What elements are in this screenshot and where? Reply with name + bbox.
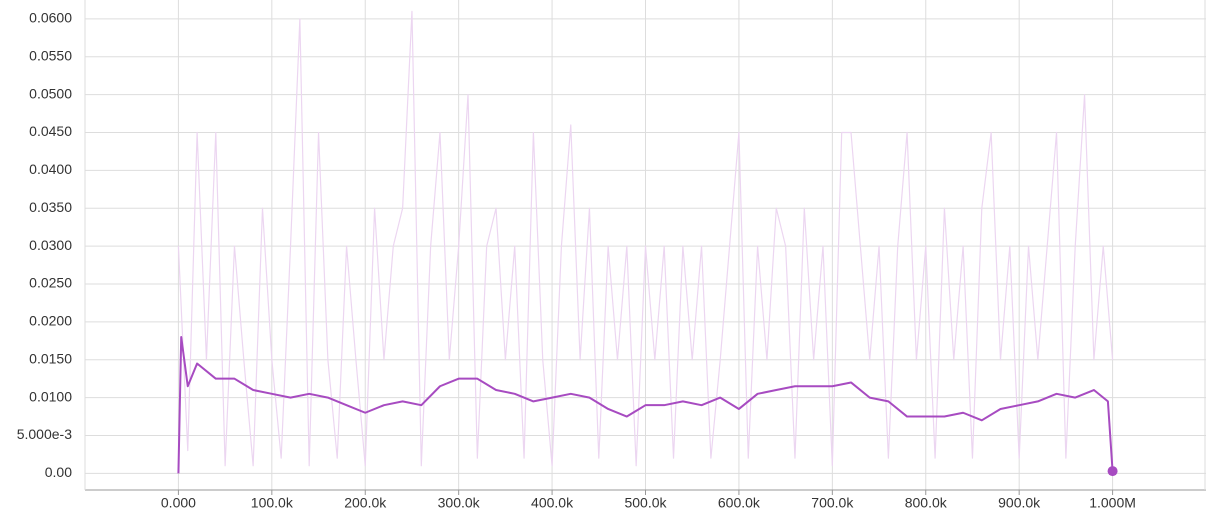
y-tick-label: 0.0300 <box>29 237 72 253</box>
x-tick-label: 900.0k <box>998 495 1041 511</box>
x-tick-label: 1.000M <box>1089 495 1136 511</box>
y-tick-label: 0.0150 <box>29 350 72 366</box>
y-tick-label: 0.0600 <box>29 10 72 26</box>
x-tick-label: 800.0k <box>905 495 948 511</box>
x-tick-label: 300.0k <box>438 495 481 511</box>
y-tick-label: 0.0100 <box>29 388 72 404</box>
x-tick-label: 100.0k <box>251 495 294 511</box>
y-tick-label: 0.0500 <box>29 85 72 101</box>
last-point <box>1107 466 1118 477</box>
y-tick-label: 0.0250 <box>29 275 72 291</box>
x-tick-label: 0.000 <box>161 495 196 511</box>
x-tick-label: 400.0k <box>531 495 574 511</box>
y-tick-label: 0.0550 <box>29 48 72 64</box>
x-tick-label: 500.0k <box>624 495 667 511</box>
y-tick-label: 0.0350 <box>29 199 72 215</box>
series-line <box>177 10 1114 467</box>
y-tick-label: 0.0200 <box>29 313 72 329</box>
x-tick-label: 700.0k <box>811 495 854 511</box>
y-tick-label: 0.00 <box>45 464 72 480</box>
x-tick-label: 600.0k <box>718 495 761 511</box>
x-tick-label: 200.0k <box>344 495 387 511</box>
y-tick-label: 5.000e-3 <box>17 426 72 442</box>
series-line <box>177 336 1114 474</box>
y-tick-label: 0.0450 <box>29 123 72 139</box>
y-tick-label: 0.0400 <box>29 161 72 177</box>
